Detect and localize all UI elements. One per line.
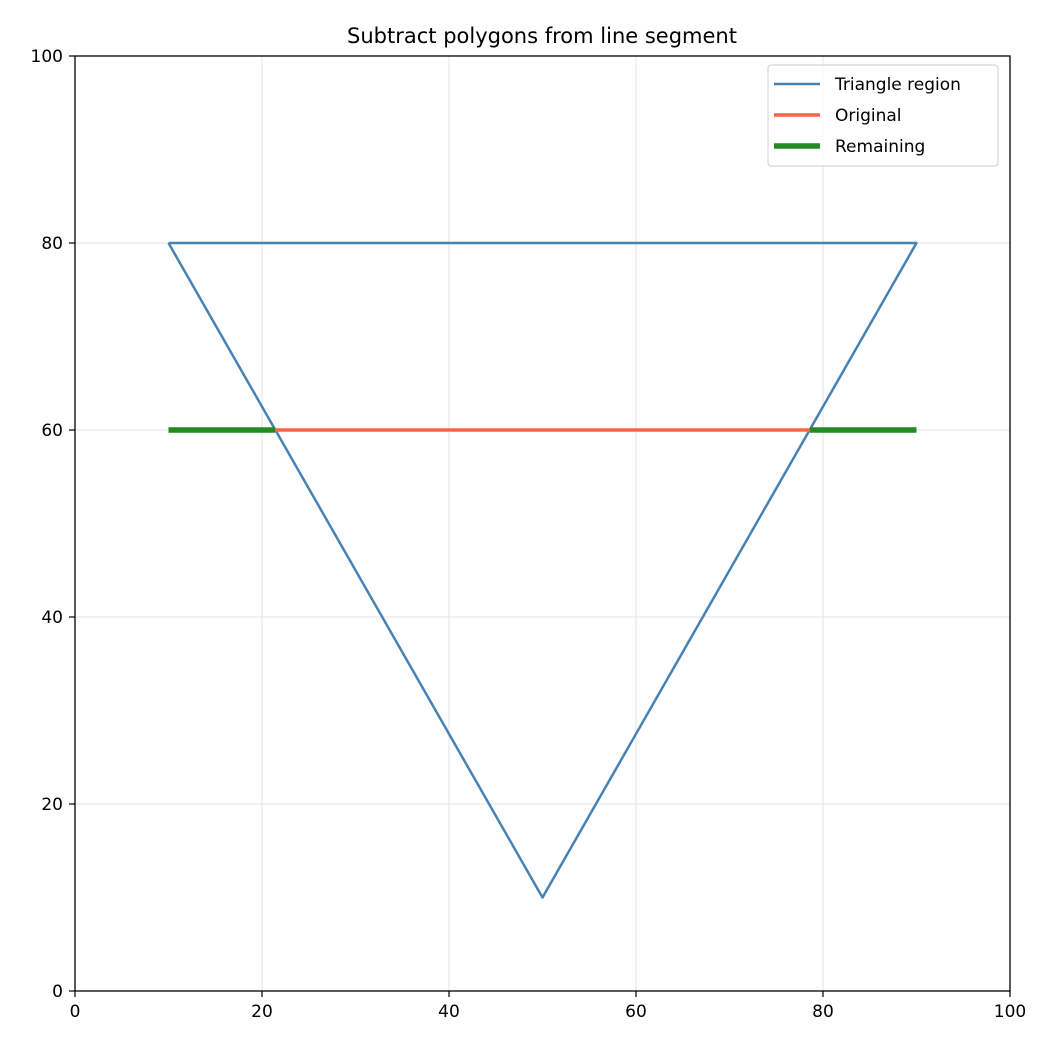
y-tick-label: 80 xyxy=(41,234,63,254)
x-tick-label: 100 xyxy=(994,1002,1026,1022)
y-tick-label: 100 xyxy=(31,47,63,67)
x-tick-label: 40 xyxy=(438,1002,460,1022)
x-tick-label: 20 xyxy=(251,1002,273,1022)
series-triangle-region xyxy=(167,241,918,899)
axes: 0 20 40 60 80 100 0 20 40 60 80 100 xyxy=(31,47,1027,1022)
legend: Triangle region Original Remaining xyxy=(767,64,999,167)
legend-label-triangle-region: Triangle region xyxy=(834,75,961,95)
plot-series xyxy=(167,241,918,899)
legend-label-original: Original xyxy=(835,106,902,126)
x-tick-label: 0 xyxy=(70,1002,81,1022)
y-tick-label: 20 xyxy=(41,795,63,815)
x-tick-label: 60 xyxy=(625,1002,647,1022)
y-tick-label: 0 xyxy=(52,982,63,1002)
plot-frame xyxy=(74,55,1011,992)
y-tick-label: 40 xyxy=(41,608,63,628)
legend-label-remaining: Remaining xyxy=(835,137,925,157)
x-tick-label: 80 xyxy=(812,1002,834,1022)
legend-box xyxy=(767,64,999,167)
chart-title: Subtract polygons from line segment xyxy=(347,24,737,48)
y-tick-label: 60 xyxy=(41,421,63,441)
